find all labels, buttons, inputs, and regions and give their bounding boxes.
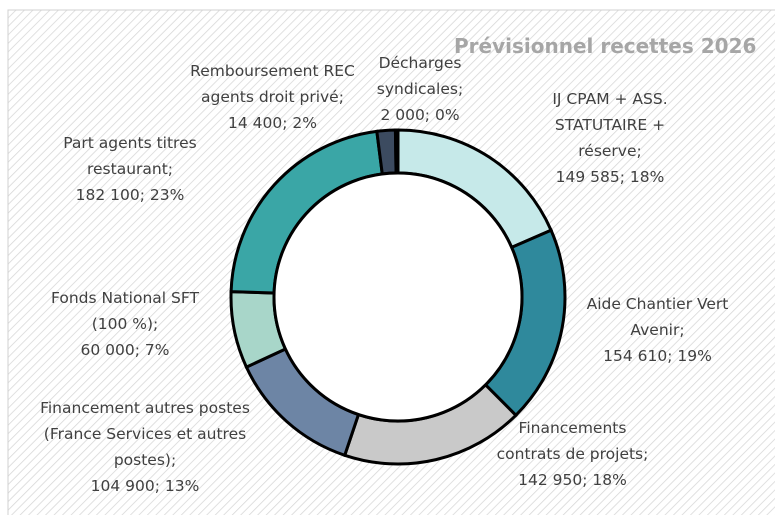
label-category: Financement autres postes (France Servic… xyxy=(40,399,250,469)
donut xyxy=(229,128,567,466)
label-category: Décharges syndicales; xyxy=(376,54,464,98)
data-label: Aide Chantier Vert Avenir; 154 610; 19% xyxy=(585,291,730,369)
label-value: 2 000; 0% xyxy=(380,106,460,124)
data-label: IJ CPAM + ASS. STATUTAIRE + réserve; 149 … xyxy=(535,86,685,190)
donut-hole xyxy=(272,171,524,423)
label-value: 104 900; 13% xyxy=(90,477,200,495)
label-value: 60 000; 7% xyxy=(80,341,170,359)
label-value: 149 585; 18% xyxy=(555,168,665,186)
label-value: 142 950; 18% xyxy=(518,471,627,489)
data-label: Remboursement REC agents droit privé; 14 … xyxy=(190,58,355,136)
label-value: 182 100; 23% xyxy=(75,186,185,204)
data-label: Fonds National SFT (100 %); 60 000; 7% xyxy=(50,285,200,363)
data-label: Financement autres postes (France Servic… xyxy=(40,395,250,499)
data-label: Décharges syndicales; 2 000; 0% xyxy=(360,50,480,128)
label-category: Aide Chantier Vert Avenir; xyxy=(586,295,729,339)
label-category: Fonds National SFT (100 %); xyxy=(51,289,199,333)
data-label: Financements contrats de projets; 142 950… xyxy=(495,415,650,493)
label-category: Part agents titres restaurant; xyxy=(63,134,197,178)
label-category: IJ CPAM + ASS. STATUTAIRE + réserve; xyxy=(552,90,668,160)
label-category: Remboursement REC agents droit privé; xyxy=(190,62,355,106)
donut-segment xyxy=(393,128,400,175)
label-value: 154 610; 19% xyxy=(603,347,712,365)
data-label: Part agents titres restaurant; 182 100; 2… xyxy=(60,130,200,208)
label-category: Financements contrats de projets; xyxy=(496,419,649,463)
chart-title: Prévisionnel recettes 2026 xyxy=(454,34,757,58)
label-value: 14 400; 2% xyxy=(228,114,317,132)
